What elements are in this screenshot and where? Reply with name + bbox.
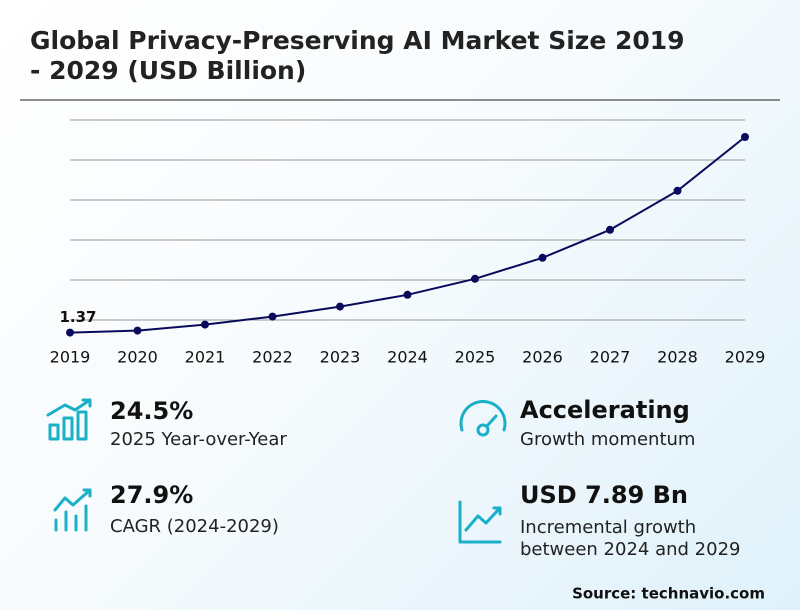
stat-value: USD 7.89 Bn	[520, 481, 688, 509]
point	[336, 302, 344, 311]
point	[133, 326, 142, 335]
point	[66, 328, 74, 337]
point	[471, 274, 479, 283]
icon-cagr	[53, 488, 92, 532]
point	[606, 225, 614, 234]
x-tick-label: 2023	[320, 348, 361, 367]
x-tick-label: 2025	[455, 348, 496, 367]
stat-label: between 2024 and 2029	[520, 539, 740, 560]
title-line-2: - 2029 (USD Billion)	[30, 56, 306, 85]
point	[741, 133, 749, 141]
icon-growth	[458, 500, 502, 544]
line	[69, 136, 746, 334]
stat-value: 24.5%	[110, 397, 193, 425]
point	[538, 253, 547, 262]
point	[403, 290, 412, 299]
x-tick-label: 2028	[657, 348, 698, 367]
point	[673, 186, 682, 195]
x-tick-label: 2020	[117, 348, 158, 367]
title-line-1: Global Privacy-Preserving AI Market Size…	[30, 26, 685, 55]
x-tick-label: 2026	[522, 348, 563, 367]
value-label: 1.37	[59, 308, 96, 326]
x-tick-label: 2029	[725, 348, 766, 367]
stat-label: Incremental growth	[520, 517, 696, 538]
source: Source: technavio.com	[572, 585, 765, 603]
icon-gauge	[459, 399, 507, 437]
stat-value: Accelerating	[520, 396, 690, 424]
point	[201, 320, 209, 329]
stat-value: 27.9%	[110, 481, 193, 509]
stat-label: 2025 Year-over-Year	[110, 429, 287, 450]
x-tick-label: 2019	[50, 348, 91, 367]
stat-label: CAGR (2024-2029)	[110, 516, 279, 537]
stat-label: Growth momentum	[520, 429, 695, 450]
x-tick-label: 2021	[185, 348, 226, 367]
x-tick-label: 2027	[590, 348, 631, 367]
x-tick-label: 2024	[387, 348, 428, 367]
point	[268, 312, 277, 321]
x-tick-label: 2022	[252, 348, 293, 367]
icon-bars	[46, 398, 92, 441]
